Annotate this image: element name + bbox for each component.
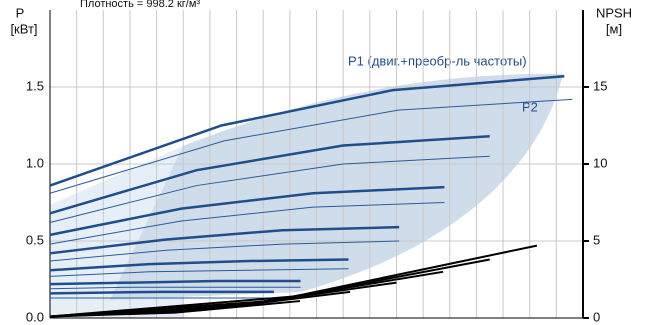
series-line — [49, 279, 301, 286]
density-note: Плотность = 998.2 кг/м³ — [80, 0, 200, 10]
y2-tick-label: 10 — [593, 155, 607, 170]
series-line — [49, 185, 445, 237]
y-tick-label: 1.0 — [26, 155, 44, 170]
series-line — [49, 268, 349, 277]
y-tick-label: 1.5 — [26, 78, 44, 93]
series-line — [49, 286, 301, 290]
y-axis-unit: [кВт] — [10, 21, 37, 36]
y2-axis-unit: [м] — [606, 21, 622, 36]
series-line — [49, 290, 274, 295]
y2-tick-label: 5 — [593, 232, 600, 247]
series-line — [49, 202, 445, 245]
series-line — [49, 225, 400, 255]
series-line — [49, 155, 490, 224]
series-line — [49, 240, 400, 262]
y2-axis-title: NPSH — [596, 5, 632, 20]
y-axis-title: P — [16, 5, 25, 20]
y-tick-label: 0.0 — [26, 309, 44, 324]
series-line — [49, 258, 349, 272]
series-line — [49, 300, 301, 318]
y2-tick-label: 0 — [593, 309, 600, 324]
operating-region — [110, 73, 563, 300]
p1-label: P1 (двиг.+преобр-ль частоты) — [348, 53, 527, 68]
series-line — [49, 74, 565, 187]
series-line — [49, 98, 573, 194]
series-line — [49, 135, 490, 215]
y2-tick-label: 15 — [593, 78, 607, 93]
y-tick-label: 0.5 — [26, 232, 44, 247]
